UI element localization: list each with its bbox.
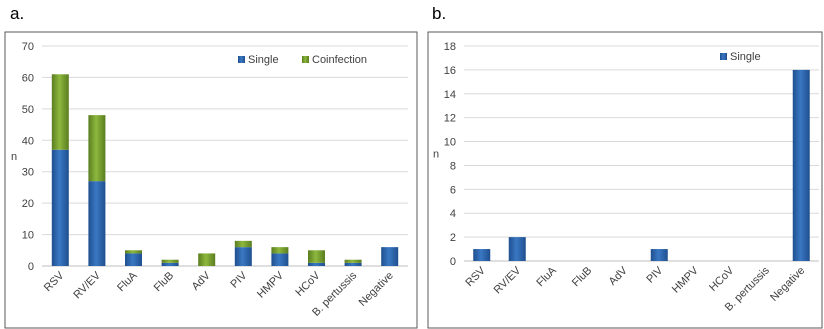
y-tick-label: 50 [22, 104, 34, 116]
bar-single-negative [381, 247, 399, 266]
bar-coinfection-flub [161, 259, 179, 263]
y-tick-label: 70 [22, 41, 34, 53]
panel-b-letter: b. [432, 4, 447, 23]
y-tick-label: 10 [444, 137, 456, 149]
y-tick-label: 8 [450, 160, 456, 172]
y-axis-title: n [11, 151, 17, 163]
chart-frame [4, 31, 418, 329]
bar-coinfection-flua [125, 250, 142, 254]
bar-coinfection-b-pertussis [344, 259, 362, 263]
bar-single-flua [125, 253, 142, 266]
bar-coinfection-rsv [51, 74, 69, 150]
panel-a-letter: a. [10, 4, 25, 23]
bar-coinfection-hcov [308, 250, 325, 263]
bar-coinfection-hmpv [271, 247, 289, 254]
bar-single-rsv [473, 249, 491, 261]
bar-single-rv-ev [508, 237, 526, 261]
y-tick-label: 2 [450, 232, 456, 244]
bar-coinfection-piv [234, 240, 252, 248]
legend-swatch-single [720, 53, 727, 60]
bar-single-b-pertussis [344, 262, 362, 266]
bar-single-piv [234, 247, 252, 266]
bar-single-rv-ev [88, 181, 106, 266]
y-tick-label: 0 [28, 261, 34, 273]
y-tick-label: 40 [22, 135, 34, 147]
legend-swatch-single [238, 56, 245, 63]
bar-single-negative [792, 69, 810, 261]
y-tick-label: 60 [22, 72, 34, 84]
bar-coinfection-rv-ev [88, 115, 106, 182]
y-axis-title: n [433, 149, 439, 161]
bar-single-hmpv [271, 253, 289, 266]
legend-label-single: Single [248, 54, 279, 66]
y-tick-label: 14 [444, 89, 456, 101]
y-tick-label: 0 [450, 256, 456, 268]
bar-single-flub [161, 262, 179, 266]
y-tick-label: 18 [444, 41, 456, 53]
bar-single-piv [650, 249, 668, 261]
y-tick-label: 30 [22, 167, 34, 179]
y-tick-label: 4 [450, 208, 456, 220]
y-tick-label: 10 [22, 230, 34, 242]
bar-single-rsv [51, 149, 69, 266]
bar-coinfection-adv [198, 253, 216, 266]
legend-label-coinfection: Coinfection [312, 54, 367, 66]
legend-label-single: Single [730, 51, 761, 63]
bar-single-hcov [308, 262, 325, 266]
y-tick-label: 20 [22, 198, 34, 210]
y-tick-label: 12 [444, 113, 456, 125]
y-tick-label: 16 [444, 65, 456, 77]
chart-frame [427, 31, 823, 329]
legend-swatch-coinfection [302, 56, 309, 63]
y-tick-label: 6 [450, 184, 456, 196]
